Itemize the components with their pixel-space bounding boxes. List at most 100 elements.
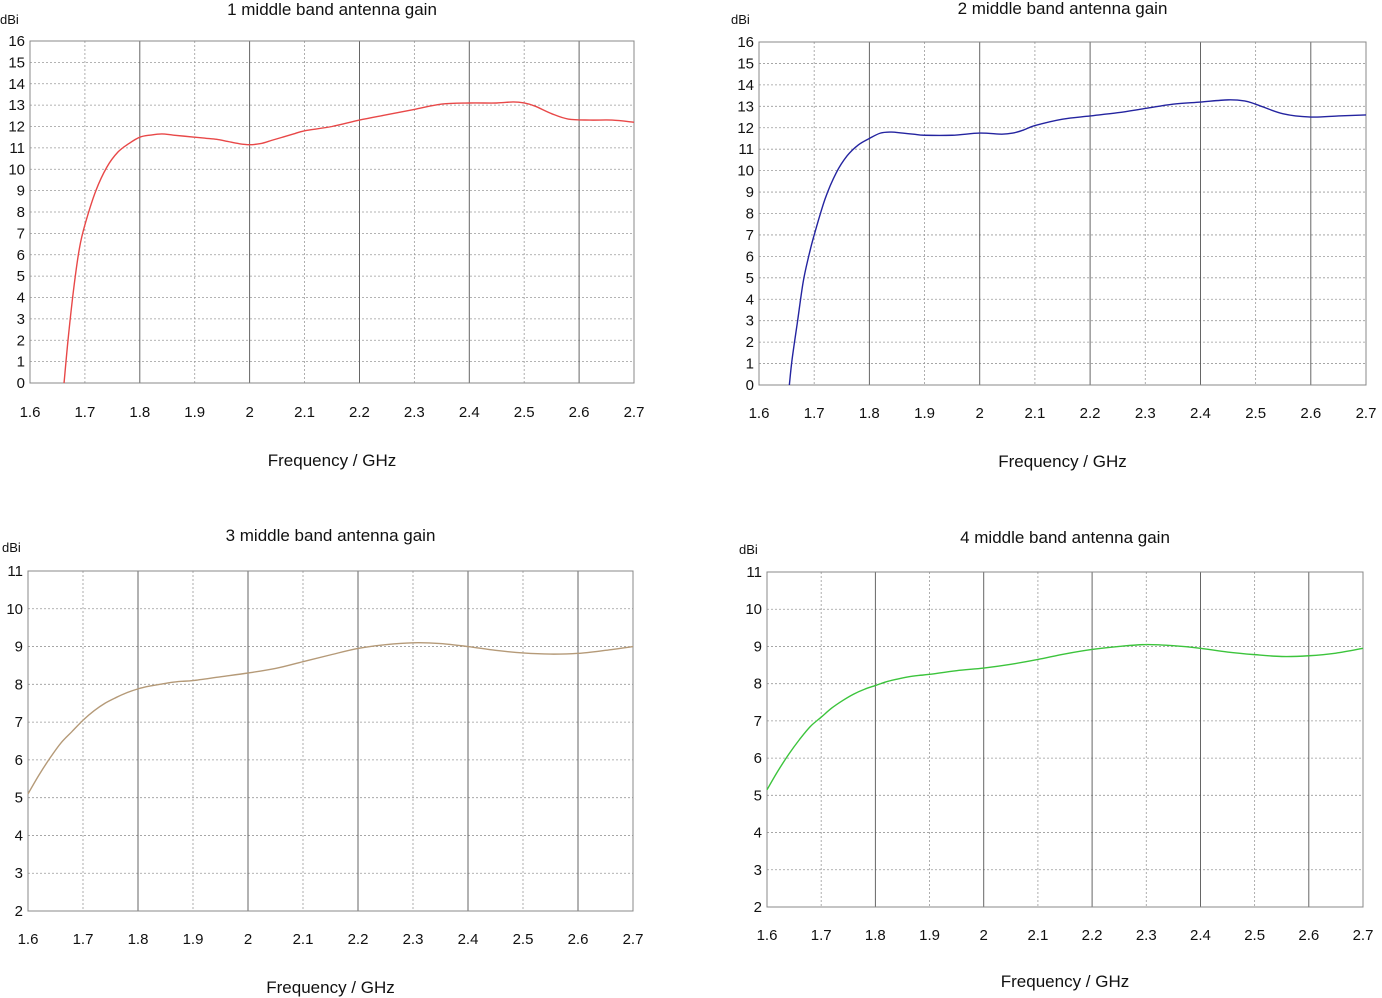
x-tick-label: 1.7 bbox=[804, 405, 825, 422]
y-tick-label: 12 bbox=[737, 120, 754, 137]
x-axis-label: Frequency / GHz bbox=[266, 978, 395, 997]
y-axis-unit: dBi bbox=[0, 12, 19, 27]
x-tick-label: 2 bbox=[980, 927, 988, 944]
x-tick-label: 2.4 bbox=[459, 404, 480, 421]
y-tick-label: 7 bbox=[17, 225, 25, 242]
chart-title: 3 middle band antenna gain bbox=[226, 526, 436, 545]
x-tick-label: 1.7 bbox=[73, 931, 94, 948]
y-tick-label: 1 bbox=[17, 354, 25, 371]
chart-panel-3: 3 middle band antenna gain dBi 2 3 4 5 6 7 8 9 10 1… bbox=[2, 526, 643, 997]
x-tick-label: 1.7 bbox=[74, 404, 95, 421]
x-tick-label: 2.5 bbox=[1244, 927, 1265, 944]
x-tick-label: 2 bbox=[245, 404, 253, 421]
x-tick-label: 2.5 bbox=[1245, 405, 1266, 422]
x-tick-label: 1.9 bbox=[914, 405, 935, 422]
x-tick-label: 2.1 bbox=[293, 931, 314, 948]
y-tick-label: 0 bbox=[17, 375, 25, 392]
x-tick-label: 2.7 bbox=[624, 404, 645, 421]
y-tick-label: 6 bbox=[15, 752, 23, 769]
x-axis-label: Frequency / GHz bbox=[998, 452, 1127, 471]
y-tick-label: 15 bbox=[8, 54, 25, 71]
y-axis-unit: dBi bbox=[731, 12, 750, 27]
y-tick-label: 15 bbox=[737, 55, 754, 72]
y-tick-label: 3 bbox=[15, 865, 23, 882]
x-tick-label: 2.7 bbox=[1356, 405, 1377, 422]
y-tick-label: 11 bbox=[738, 141, 754, 158]
x-tick-label: 1.7 bbox=[811, 927, 832, 944]
chart-panel-4: 4 middle band antenna gain dBi 2 3 4 5 6 7 8 9 10 1… bbox=[739, 528, 1373, 991]
x-tick-label: 1.9 bbox=[184, 404, 205, 421]
x-axis-label: Frequency / GHz bbox=[268, 451, 397, 470]
x-tick-label: 1.9 bbox=[919, 927, 940, 944]
x-tick-label: 1.8 bbox=[865, 927, 886, 944]
y-tick-label: 7 bbox=[754, 713, 762, 730]
y-tick-label: 3 bbox=[17, 311, 25, 328]
x-tick-label: 2.2 bbox=[1080, 405, 1101, 422]
chart-title: 1 middle band antenna gain bbox=[227, 0, 437, 19]
y-tick-label: 13 bbox=[8, 97, 25, 114]
y-tick-label: 4 bbox=[754, 825, 762, 842]
y-tick-label: 6 bbox=[746, 248, 754, 265]
y-tick-label: 9 bbox=[17, 183, 25, 200]
y-tick-label: 8 bbox=[754, 676, 762, 693]
y-tick-label: 4 bbox=[15, 827, 23, 844]
y-tick-label: 10 bbox=[737, 163, 754, 180]
y-tick-label: 2 bbox=[15, 903, 23, 920]
y-tick-label: 11 bbox=[7, 563, 23, 580]
x-tick-label: 1.6 bbox=[749, 405, 770, 422]
y-tick-label: 13 bbox=[737, 98, 754, 115]
y-tick-label: 2 bbox=[754, 899, 762, 916]
x-tick-label: 1.8 bbox=[859, 405, 880, 422]
x-tick-label: 1.8 bbox=[129, 404, 150, 421]
y-tick-label: 3 bbox=[754, 862, 762, 879]
y-axis-unit: dBi bbox=[2, 540, 21, 555]
x-tick-label: 2.1 bbox=[1024, 405, 1045, 422]
x-tick-label: 1.6 bbox=[757, 927, 778, 944]
y-tick-label: 2 bbox=[17, 332, 25, 349]
x-tick-label: 1.8 bbox=[128, 931, 149, 948]
x-tick-label: 2 bbox=[244, 931, 252, 948]
series-line-1 bbox=[63, 101, 635, 384]
y-tick-label: 11 bbox=[9, 140, 25, 157]
y-tick-label: 2 bbox=[746, 334, 754, 351]
y-tick-label: 11 bbox=[746, 564, 762, 581]
x-tick-label: 2.7 bbox=[1353, 927, 1374, 944]
x-tick-label: 1.6 bbox=[20, 404, 41, 421]
x-tick-label: 2.4 bbox=[1190, 405, 1211, 422]
x-tick-label: 2.6 bbox=[568, 931, 589, 948]
y-tick-label: 10 bbox=[6, 601, 23, 618]
plot-area-frame bbox=[29, 40, 635, 384]
x-tick-label: 1.6 bbox=[18, 931, 39, 948]
x-tick-label: 2.1 bbox=[1027, 927, 1048, 944]
x-tick-label: 2.3 bbox=[1135, 405, 1156, 422]
y-tick-label: 5 bbox=[15, 790, 23, 807]
plot-area-frame bbox=[758, 41, 1367, 386]
y-tick-label: 9 bbox=[746, 184, 754, 201]
x-tick-label: 2.6 bbox=[569, 404, 590, 421]
x-axis-label: Frequency / GHz bbox=[1001, 972, 1130, 991]
y-tick-label: 10 bbox=[8, 161, 25, 178]
x-tick-label: 2.5 bbox=[513, 931, 534, 948]
y-tick-label: 7 bbox=[746, 227, 754, 244]
x-tick-label: 2.4 bbox=[1190, 927, 1211, 944]
x-tick-label: 2.1 bbox=[294, 404, 315, 421]
chart-title: 4 middle band antenna gain bbox=[960, 528, 1170, 547]
chart-title: 2 middle band antenna gain bbox=[958, 0, 1168, 18]
series-line-1 bbox=[766, 643, 1364, 791]
x-tick-label: 2 bbox=[976, 405, 984, 422]
plot-area-frame bbox=[766, 571, 1364, 908]
x-tick-label: 2.2 bbox=[349, 404, 370, 421]
y-tick-label: 3 bbox=[746, 313, 754, 330]
y-tick-label: 1 bbox=[746, 356, 754, 373]
y-tick-label: 8 bbox=[746, 206, 754, 223]
y-tick-label: 5 bbox=[754, 787, 762, 804]
y-tick-label: 14 bbox=[737, 77, 754, 94]
y-tick-label: 14 bbox=[8, 76, 25, 93]
y-tick-label: 5 bbox=[17, 268, 25, 285]
y-tick-label: 9 bbox=[15, 639, 23, 656]
x-tick-label: 2.3 bbox=[403, 931, 424, 948]
y-tick-label: 16 bbox=[8, 33, 25, 50]
y-tick-label: 7 bbox=[15, 714, 23, 731]
y-tick-label: 5 bbox=[746, 270, 754, 287]
